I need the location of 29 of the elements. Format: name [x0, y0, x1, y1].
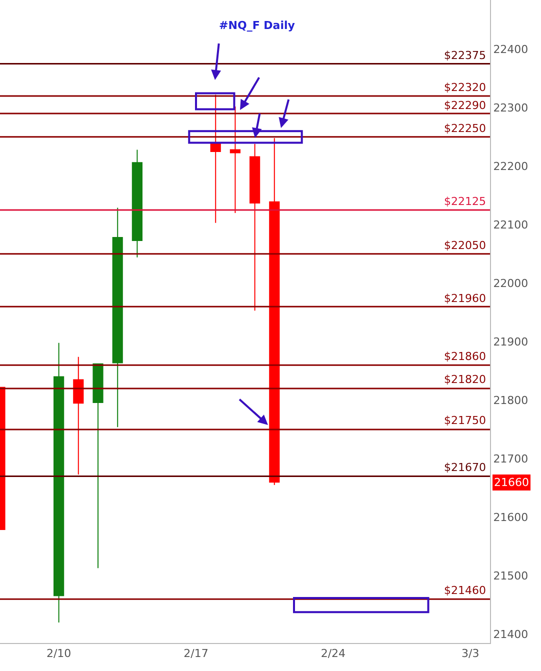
y-tick-label: 21600 [493, 511, 528, 524]
ref-line-label: $21860 [444, 350, 486, 363]
ref-line-label: $21820 [444, 373, 486, 386]
ref-line-label: $22320 [444, 81, 486, 94]
y-tick-label: 22300 [493, 102, 528, 114]
y-tick-label: 21500 [493, 570, 528, 583]
text: 21660 [494, 476, 529, 489]
x-tick-label: 3/3 [462, 647, 480, 660]
ref-line-label: $22250 [444, 122, 486, 135]
x-tick-label: 2/10 [46, 647, 72, 660]
text: #NQ_F Daily [219, 18, 295, 32]
ref-line-label: $22375 [444, 49, 486, 62]
ref-line-label: $22125 [444, 195, 486, 208]
ref-line-label: $21960 [444, 292, 486, 305]
x-tick-label: 2/17 [184, 647, 208, 660]
y-tick-label: 21900 [493, 336, 528, 349]
y-tick-label: 21800 [493, 394, 528, 408]
y-tick-label: 21400 [493, 628, 528, 642]
ref-line-label: $22290 [444, 99, 486, 112]
ref-line-label: $21750 [444, 414, 486, 427]
y-tick-label: 22100 [493, 218, 528, 232]
y-tick-label: 22200 [493, 160, 528, 174]
y-tick-label: 22000 [493, 277, 528, 290]
y-tick-label: 22400 [493, 43, 528, 56]
x-tick-label: 2/24 [320, 647, 346, 660]
y-tick-label: 21700 [493, 452, 528, 466]
ref-line-label: $21460 [444, 584, 486, 597]
ref-line-label: $22050 [444, 239, 486, 252]
ref-line-label: $21670 [444, 461, 486, 474]
